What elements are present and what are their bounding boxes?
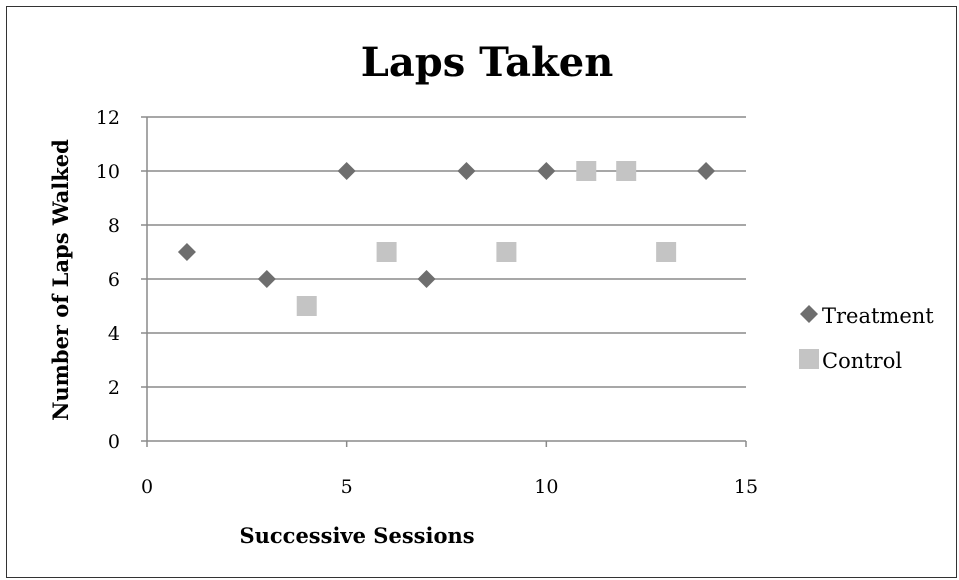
y-tick-label-6: 6 [108, 269, 120, 291]
chart-frame [6, 6, 957, 578]
treatment-point-5 [537, 162, 556, 180]
control-point-5 [656, 242, 677, 262]
y-tick-label-4: 4 [108, 323, 120, 345]
control-point-1 [376, 242, 397, 262]
y-axis-title: Number of Laps Walked [48, 139, 73, 421]
control-point-3 [576, 161, 597, 181]
control-point-0 [296, 296, 317, 316]
control-point-4 [616, 161, 637, 181]
x-tick-label-10: 10 [534, 476, 558, 498]
axes [141, 116, 747, 447]
treatment-point-4 [457, 162, 476, 180]
x-tick-label-15: 15 [734, 476, 758, 498]
y-tick-label-12: 12 [96, 107, 120, 129]
gridlines [147, 116, 746, 388]
x-tick-label-5: 5 [341, 476, 353, 498]
x-tick-label-0: 0 [141, 476, 153, 498]
treatment-point-3 [417, 270, 436, 288]
legend-treatment-marker [800, 305, 818, 323]
treatment-point-0 [177, 243, 196, 261]
legend-control-marker [799, 349, 819, 369]
treatment-point-6 [697, 162, 716, 180]
y-tick-labels: 0 2 4 6 8 10 12 [96, 107, 120, 453]
control-point-2 [496, 242, 517, 262]
y-tick-label-10: 10 [96, 161, 120, 183]
legend-control-label: Control [822, 349, 902, 373]
y-tick-label-2: 2 [108, 377, 120, 399]
chart-title: Laps Taken [361, 39, 614, 86]
legend: Treatment Control [799, 304, 934, 373]
data-points [177, 161, 716, 316]
y-tick-label-0: 0 [108, 431, 120, 453]
treatment-point-2 [337, 162, 356, 180]
y-tick-label-8: 8 [108, 215, 120, 237]
treatment-point-1 [257, 270, 276, 288]
x-axis-title: Successive Sessions [239, 523, 474, 548]
legend-treatment-label: Treatment [822, 304, 934, 328]
x-tick-labels: 0 5 10 15 [141, 476, 758, 498]
